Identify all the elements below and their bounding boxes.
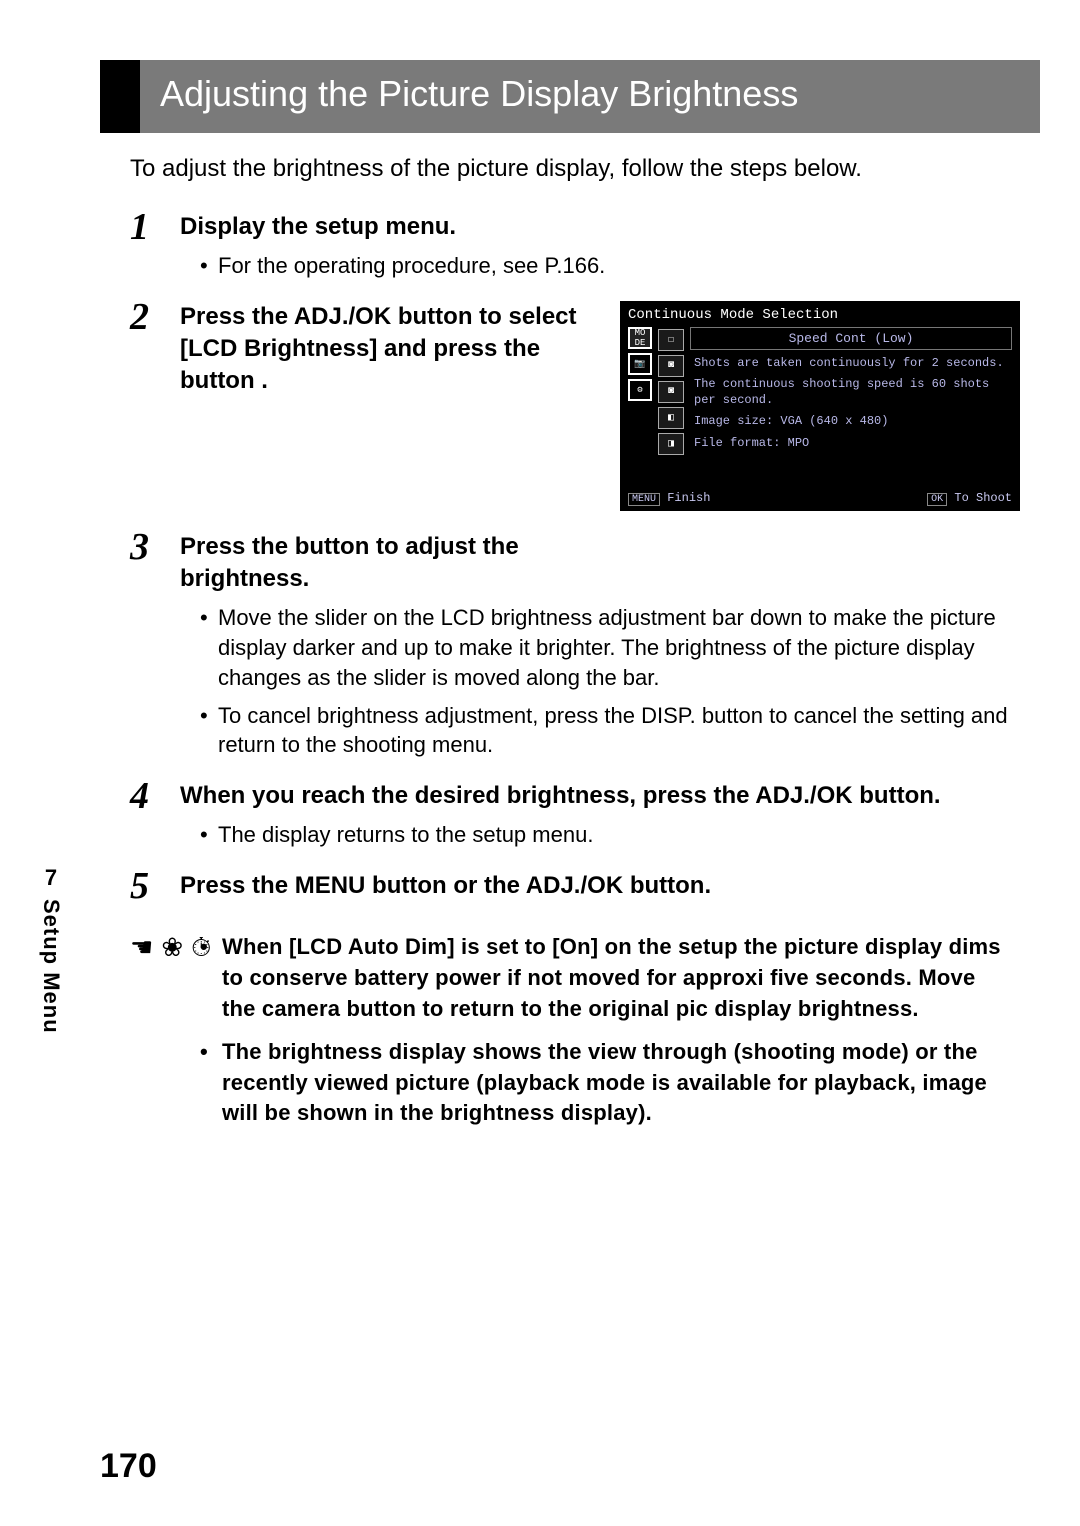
step-heading: Display the setup menu.	[180, 211, 1010, 243]
step-bullet: Move the slider on the LCD brightness ad…	[200, 603, 1010, 692]
lcd-option-icon: ◧	[658, 407, 684, 429]
intro-text: To adjust the brightness of the picture …	[130, 153, 1010, 185]
note-item: When [LCD Auto Dim] is set to [On] on th…	[200, 932, 1010, 1024]
lcd-desc: Shots are taken continuously for 2 secon…	[690, 356, 1012, 372]
lcd-screenshot: Continuous Mode Selection MODE 📷 ⚙ ☐ ◙ ◙…	[620, 301, 1020, 511]
step-bullet: To cancel brightness adjustment, press t…	[200, 701, 1010, 760]
step-number: 4	[130, 774, 149, 818]
note-item: The brightness display shows the view th…	[200, 1037, 1010, 1129]
step-number: 5	[130, 864, 149, 908]
step-5: 5 Press the MENU button or the ADJ./OK b…	[130, 870, 1010, 902]
lcd-desc: File format: MPO	[690, 436, 1012, 452]
step-heading: When you reach the desired brightness, p…	[180, 780, 1010, 812]
step-number: 3	[130, 525, 149, 569]
lcd-option-icon: ◙	[658, 381, 684, 403]
lcd-option-icon: ◨	[658, 433, 684, 455]
step-1: 1 Display the setup menu. For the operat…	[130, 211, 1010, 281]
step-4: 4 When you reach the desired brightness,…	[130, 780, 1010, 850]
lcd-menu-finish: MENU Finish	[628, 491, 710, 505]
note-section: ☚ ❀ ⏱ When [LCD Auto Dim] is set to [On]…	[130, 932, 1010, 1129]
page-title-block: Adjusting the Picture Display Brightness	[100, 60, 1040, 133]
step-number: 2	[130, 295, 149, 339]
step-heading: Press the ADJ./OK button to select [LCD …	[180, 301, 600, 398]
lcd-mode-icon: MODE	[628, 327, 652, 349]
chapter-label: Setup Menu	[38, 899, 64, 1034]
lcd-desc: Image size: VGA (640 x 480)	[690, 414, 1012, 430]
step-3: 3 Press the button to adjust the brightn…	[130, 531, 1010, 760]
flower-icon: ❀	[161, 932, 183, 964]
lcd-title: Continuous Mode Selection	[628, 307, 1012, 323]
chapter-number: 7	[45, 865, 57, 891]
lcd-tools-icon: ⚙	[628, 379, 652, 401]
lcd-speed-label: Speed Cont (Low)	[690, 327, 1012, 350]
step-heading: Press the button to adjust the brightnes…	[180, 531, 600, 596]
lcd-option-icon: ☐	[658, 329, 684, 351]
lcd-camera-icon: 📷	[628, 353, 652, 375]
hand-icon: ☚	[130, 932, 153, 964]
steps-list: 1 Display the setup menu. For the operat…	[100, 211, 1040, 1130]
step-2: 2 Press the ADJ./OK button to select [LC…	[130, 301, 1010, 511]
step-number: 1	[130, 205, 149, 249]
step-heading: Press the MENU button or the ADJ./OK but…	[180, 870, 1010, 902]
lcd-desc: The continuous shooting speed is 60 shot…	[690, 377, 1012, 408]
lcd-ok-shoot: OK To Shoot	[927, 491, 1012, 505]
lcd-option-icon: ◙	[658, 355, 684, 377]
page-number: 170	[100, 1447, 157, 1486]
page-title: Adjusting the Picture Display Brightness	[160, 72, 1020, 115]
step-bullet: For the operating procedure, see P.166.	[200, 251, 1010, 281]
side-tab: 7 Setup Menu	[38, 865, 64, 1034]
step-bullet: The display returns to the setup menu.	[200, 820, 1010, 850]
